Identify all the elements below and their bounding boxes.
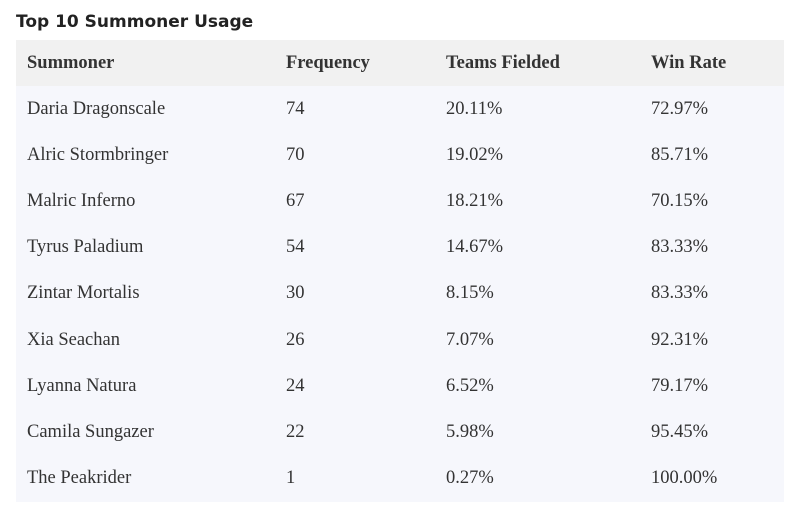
header-row: Summoner Frequency Teams Fielded Win Rate	[16, 40, 784, 86]
table-header: Summoner Frequency Teams Fielded Win Rate	[16, 40, 784, 86]
table-row: Tyrus Paladium 54 14.67% 83.33%	[16, 224, 784, 271]
column-header: Summoner	[16, 40, 275, 86]
table-cell: 83.33%	[640, 224, 784, 271]
table-cell: 83.33%	[640, 270, 784, 317]
column-header: Win Rate	[640, 40, 784, 86]
table-cell: The Peakrider	[16, 455, 275, 502]
table-cell: 0.27%	[435, 455, 640, 502]
table-cell: 24	[275, 363, 435, 410]
table-cell: 22	[275, 409, 435, 456]
table-row: Xia Seachan 26 7.07% 92.31%	[16, 316, 784, 364]
table-cell: 92.31%	[640, 316, 784, 364]
table-cell: 8.15%	[435, 270, 640, 317]
table-title: Top 10 Summoner Usage	[16, 12, 254, 32]
table-cell: 95.45%	[640, 409, 784, 456]
table-cell: Alric Stormbringer	[16, 132, 275, 179]
table-cell: 100.00%	[640, 455, 784, 502]
table-cell: Zintar Mortalis	[16, 270, 275, 317]
table-cell: 1	[275, 455, 435, 502]
table-row: Alric Stormbringer 70 19.02% 85.71%	[16, 132, 784, 179]
column-header: Frequency	[275, 40, 435, 86]
table-body: Daria Dragonscale 74 20.11% 72.97% Alric Sto…	[16, 86, 784, 502]
table-cell: 70.15%	[640, 178, 784, 225]
table-cell: 54	[275, 224, 435, 271]
table-cell: 74	[275, 86, 435, 133]
table-cell: 26	[275, 316, 435, 364]
table-cell: Malric Inferno	[16, 178, 275, 225]
table-cell: 30	[275, 270, 435, 317]
table-cell: 72.97%	[640, 86, 784, 133]
table-row: Camila Sungazer 22 5.98% 95.45%	[16, 409, 784, 456]
table-cell: Daria Dragonscale	[16, 86, 275, 133]
table-cell: 85.71%	[640, 132, 784, 179]
table-cell: Lyanna Natura	[16, 363, 275, 410]
table-cell: 18.21%	[435, 178, 640, 225]
table-cell: 5.98%	[435, 409, 640, 456]
table-cell: Tyrus Paladium	[16, 224, 275, 271]
table-cell: 14.67%	[435, 224, 640, 271]
table-row: Malric Inferno 67 18.21% 70.15%	[16, 178, 784, 225]
table-cell: 7.07%	[435, 316, 640, 364]
table-cell: 20.11%	[435, 86, 640, 133]
summoner-table: Summoner Frequency Teams Fielded Win Rate D…	[16, 40, 784, 502]
table-cell: 67	[275, 178, 435, 225]
table-row: Daria Dragonscale 74 20.11% 72.97%	[16, 86, 784, 133]
table-row: Lyanna Natura 24 6.52% 79.17%	[16, 363, 784, 410]
table-cell: 19.02%	[435, 132, 640, 179]
table-cell: 70	[275, 132, 435, 179]
table-cell: 79.17%	[640, 363, 784, 410]
table-row: Zintar Mortalis 30 8.15% 83.33%	[16, 270, 784, 317]
column-header: Teams Fielded	[435, 40, 640, 86]
table-cell: 6.52%	[435, 363, 640, 410]
table-cell: Camila Sungazer	[16, 409, 275, 456]
table-row: The Peakrider 1 0.27% 100.00%	[16, 455, 784, 502]
table-cell: Xia Seachan	[16, 316, 275, 364]
